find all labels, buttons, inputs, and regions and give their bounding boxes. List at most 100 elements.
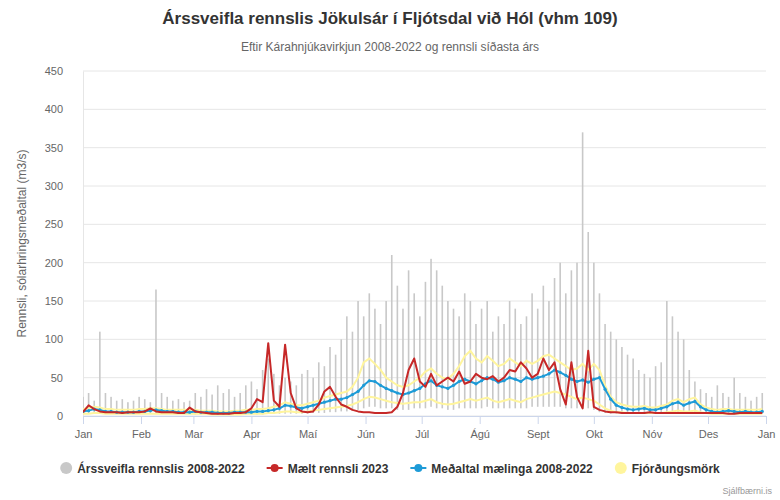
grid-line	[83, 339, 766, 340]
marker	[559, 371, 562, 374]
range-bar	[486, 301, 488, 407]
marker	[682, 404, 685, 407]
range-bar	[425, 282, 427, 409]
chart-container: Árssveifla rennslis Jökulsár í Fljótsdal…	[0, 0, 780, 500]
grid-line	[83, 147, 766, 148]
legend-symbol	[271, 464, 279, 472]
range-bar	[672, 316, 674, 413]
legend-item[interactable]: Meðaltal mælinga 2008-2022	[410, 462, 593, 476]
marker	[727, 409, 730, 412]
x-tick-mark	[538, 416, 539, 424]
markers	[83, 368, 764, 414]
x-tick-mark	[251, 416, 252, 424]
marker	[362, 384, 365, 387]
range-bar	[582, 132, 584, 408]
y-axis-line	[83, 72, 84, 417]
range-bar	[503, 324, 505, 408]
y-tick: 150	[45, 295, 83, 307]
y-tick-label: 100	[45, 333, 63, 345]
range-bar	[374, 309, 376, 407]
range-bar	[745, 397, 747, 414]
chart-svg: Árssveifla rennslis Jökulsár í Fljótsdal…	[0, 0, 780, 500]
range-bar	[397, 286, 399, 410]
marker	[536, 376, 539, 379]
marker	[514, 378, 517, 381]
range-bar	[301, 374, 303, 414]
x-tick-mark	[480, 416, 481, 424]
marker	[620, 406, 623, 409]
marker	[615, 404, 618, 407]
range-bar	[211, 395, 213, 415]
legend: Árssveifla rennslis 2008-2022 Mælt rennsl…	[60, 461, 720, 476]
marker	[379, 384, 382, 387]
y-tick-label: 50	[51, 372, 63, 384]
marker	[632, 408, 635, 411]
range-bar	[756, 397, 758, 414]
range-bar	[217, 385, 219, 414]
range-bar	[531, 293, 533, 406]
marker	[385, 387, 388, 390]
range-bars	[83, 132, 763, 414]
legend-label: Árssveifla rennslis 2008-2022	[77, 461, 245, 476]
marker	[418, 387, 421, 390]
range-bar	[408, 270, 410, 410]
range-bar	[161, 393, 163, 414]
y-tick: 100	[45, 333, 83, 345]
x-tick: Feb	[132, 416, 151, 440]
range-bar	[307, 370, 309, 414]
grid-line	[83, 71, 766, 72]
x-tick: Maí	[299, 416, 317, 440]
marker	[654, 408, 657, 411]
legend-item[interactable]: Fjórðungsmörk	[615, 462, 720, 476]
range-bar	[509, 301, 511, 408]
range-bar	[385, 301, 387, 408]
legend-item[interactable]: Árssveifla rennslis 2008-2022	[60, 461, 245, 476]
range-bar	[666, 301, 668, 414]
range-bar	[340, 339, 342, 411]
marker	[705, 408, 708, 411]
range-bar	[498, 316, 500, 408]
marker	[660, 407, 663, 410]
y-tick-label: 200	[45, 257, 63, 269]
marker	[525, 376, 528, 379]
marker	[452, 384, 455, 387]
x-tick: Nóv	[643, 416, 663, 440]
legend-symbol	[414, 464, 422, 472]
range-bar	[481, 309, 483, 409]
range-bar	[312, 378, 314, 413]
legend-item[interactable]: Mælt rennsli 2023	[267, 462, 389, 476]
grid-line	[83, 109, 766, 110]
range-bar	[492, 332, 494, 409]
marker	[446, 387, 449, 390]
range-bar	[458, 316, 460, 408]
marker	[733, 410, 736, 413]
range-bar	[346, 316, 348, 411]
x-tick-mark	[83, 416, 84, 424]
x-tick-label: Apr	[243, 428, 260, 440]
range-bar	[688, 370, 690, 414]
x-tick-mark	[652, 416, 653, 424]
x-axis-line	[84, 417, 767, 425]
range-bar	[632, 359, 634, 414]
background	[0, 0, 780, 500]
marker	[283, 404, 286, 407]
x-tick-mark	[594, 416, 595, 424]
range-bar	[155, 290, 157, 414]
legend-symbol	[60, 462, 72, 474]
subtitle: Eftir Kárahnjúkavirkjun 2008-2022 og ren…	[241, 40, 539, 54]
x-tick: Ágú	[470, 416, 490, 440]
marker	[626, 408, 629, 411]
marker	[390, 389, 393, 392]
range-bar	[357, 301, 359, 410]
marker	[693, 400, 696, 403]
range-bar	[464, 293, 466, 408]
y-tick: 200	[45, 257, 83, 269]
range-bar	[88, 393, 90, 414]
x-tick-label: Sept	[527, 428, 550, 440]
y-tick: 0	[57, 410, 83, 422]
range-bar	[537, 309, 539, 407]
range-bar	[514, 309, 516, 409]
title: Árssveifla rennslis Jökulsár í Fljótsdal…	[162, 9, 617, 28]
range-bar	[554, 278, 556, 407]
y-axis-title: Rennsli, sólarhringsmeðaltal (m3/s)	[15, 149, 29, 337]
